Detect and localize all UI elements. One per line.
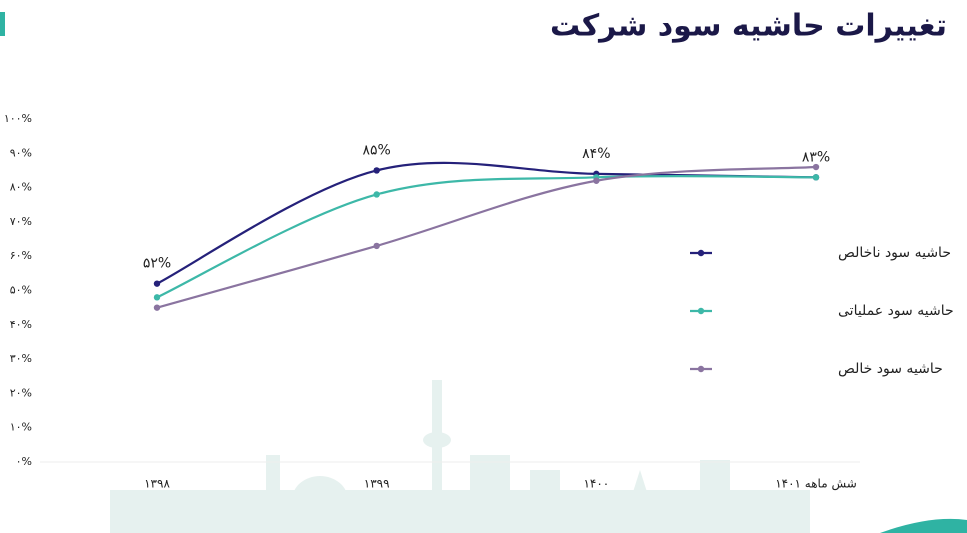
y-tick-label: ۷۰% xyxy=(10,215,32,228)
x-tick-label: ۱۳۹۸ xyxy=(144,477,170,491)
series-line xyxy=(156,165,817,309)
corner-decoration xyxy=(0,12,5,36)
y-tick-label: ۸۰% xyxy=(10,181,32,194)
y-tick-label: ۳۰% xyxy=(10,352,32,365)
data-point xyxy=(812,174,820,181)
legend-marker xyxy=(697,365,705,373)
legend-label: حاشیه سود عملیاتی xyxy=(838,303,954,319)
data-point xyxy=(373,191,380,198)
skyline-decoration xyxy=(110,380,810,533)
y-tick-label: ۵۰% xyxy=(10,284,32,297)
chart-title: تغییرات حاشیه سود شرکت xyxy=(550,9,947,44)
x-tick-label: شش ماهه ۱۴۰۱ xyxy=(775,477,857,492)
corner-decoration xyxy=(880,518,967,533)
x-tick-label: ۱۳۹۹ xyxy=(364,477,390,491)
y-tick-label: ۴۰% xyxy=(10,318,32,331)
y-tick-label: ۹۰% xyxy=(10,146,32,159)
legend-label: حاشیه سود خالص xyxy=(838,361,943,377)
x-tick-label: ۱۴۰۰ xyxy=(583,477,609,491)
y-tick-label: ۲۰% xyxy=(10,386,32,399)
legend-label: حاشیه سود ناخالص xyxy=(838,245,951,261)
series-line xyxy=(156,161,817,285)
data-point xyxy=(373,242,380,250)
data-point xyxy=(153,304,161,311)
data-point xyxy=(373,167,380,174)
data-point xyxy=(593,177,600,184)
data-label: ۸۵% xyxy=(362,142,390,158)
data-point xyxy=(812,163,820,171)
data-label: ۵۲% xyxy=(143,256,171,272)
y-tick-label: ۶۰% xyxy=(10,249,32,262)
legend-marker xyxy=(697,249,705,257)
data-label: ۸۴% xyxy=(582,146,610,162)
y-tick-label: ۰% xyxy=(16,455,32,468)
data-point xyxy=(153,280,161,287)
y-tick-label: ۱۰% xyxy=(10,421,32,434)
data-point xyxy=(153,294,161,301)
y-tick-label: ۱۰۰% xyxy=(4,112,32,125)
legend-marker xyxy=(697,307,705,315)
series-line xyxy=(156,174,817,299)
data-label: ۸۳% xyxy=(802,149,830,165)
